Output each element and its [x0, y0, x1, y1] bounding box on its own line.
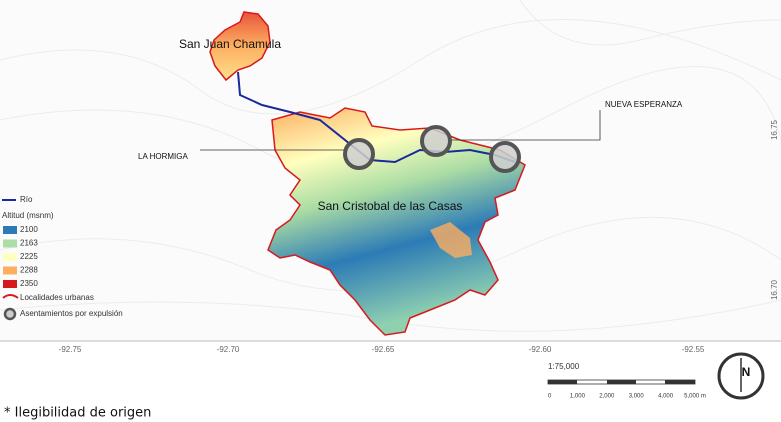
legend-label: 2288 — [20, 266, 38, 275]
legend-title: Altitud (msnm) — [2, 211, 54, 220]
legend-swatch — [3, 266, 17, 275]
latitude-label: 16.75 — [770, 119, 779, 140]
scale-ratio: 1:75,000 — [548, 362, 580, 371]
longitude-label: -92.75 — [59, 345, 82, 354]
legend-swatch — [3, 226, 17, 234]
legend-label: 2225 — [20, 252, 38, 261]
scale-label: 5,000 m — [684, 394, 706, 400]
north-label: N — [742, 365, 751, 379]
callout-label: NUEVA ESPERANZA — [605, 100, 683, 109]
legend-label: 2100 — [20, 225, 38, 234]
scale-label: 3,000 — [629, 394, 645, 400]
longitude-label: -92.65 — [372, 345, 395, 354]
legend-label: 2163 — [20, 239, 38, 248]
scale-label: 1,000 — [570, 394, 586, 400]
footnote: * Ilegibilidad de origen — [4, 406, 151, 421]
scale-label: 0 — [548, 394, 552, 400]
legend-label: Asentamientos por expulsión — [20, 309, 123, 318]
legend-label: 2350 — [20, 279, 38, 288]
scale-label: 2,000 — [599, 394, 615, 400]
legend-urban — [2, 294, 19, 299]
longitude-label: -92.55 — [682, 345, 705, 354]
chamula-area — [209, 11, 271, 82]
place-label: San Juan Chamula — [179, 37, 281, 51]
scale-bar — [547, 379, 696, 385]
legend-settlement — [3, 307, 17, 321]
latitude-label: 16.70 — [770, 279, 779, 300]
legend-label: Río — [20, 195, 33, 204]
scale-label: 4,000 — [658, 394, 674, 400]
callout-label: LA HORMIGA — [138, 152, 188, 161]
settlements — [343, 125, 521, 173]
relief — [430, 222, 472, 258]
longitude-label: -92.70 — [217, 345, 240, 354]
cristobal-area — [267, 107, 526, 336]
legend-label: Localidades urbanas — [20, 293, 94, 302]
longitude-label: -92.60 — [529, 345, 552, 354]
legend-swatch — [3, 253, 17, 261]
place-label: San Cristobal de las Casas — [318, 199, 463, 213]
legend-swatch — [3, 280, 17, 288]
leader-line — [450, 110, 601, 141]
legend-swatch — [3, 239, 17, 248]
